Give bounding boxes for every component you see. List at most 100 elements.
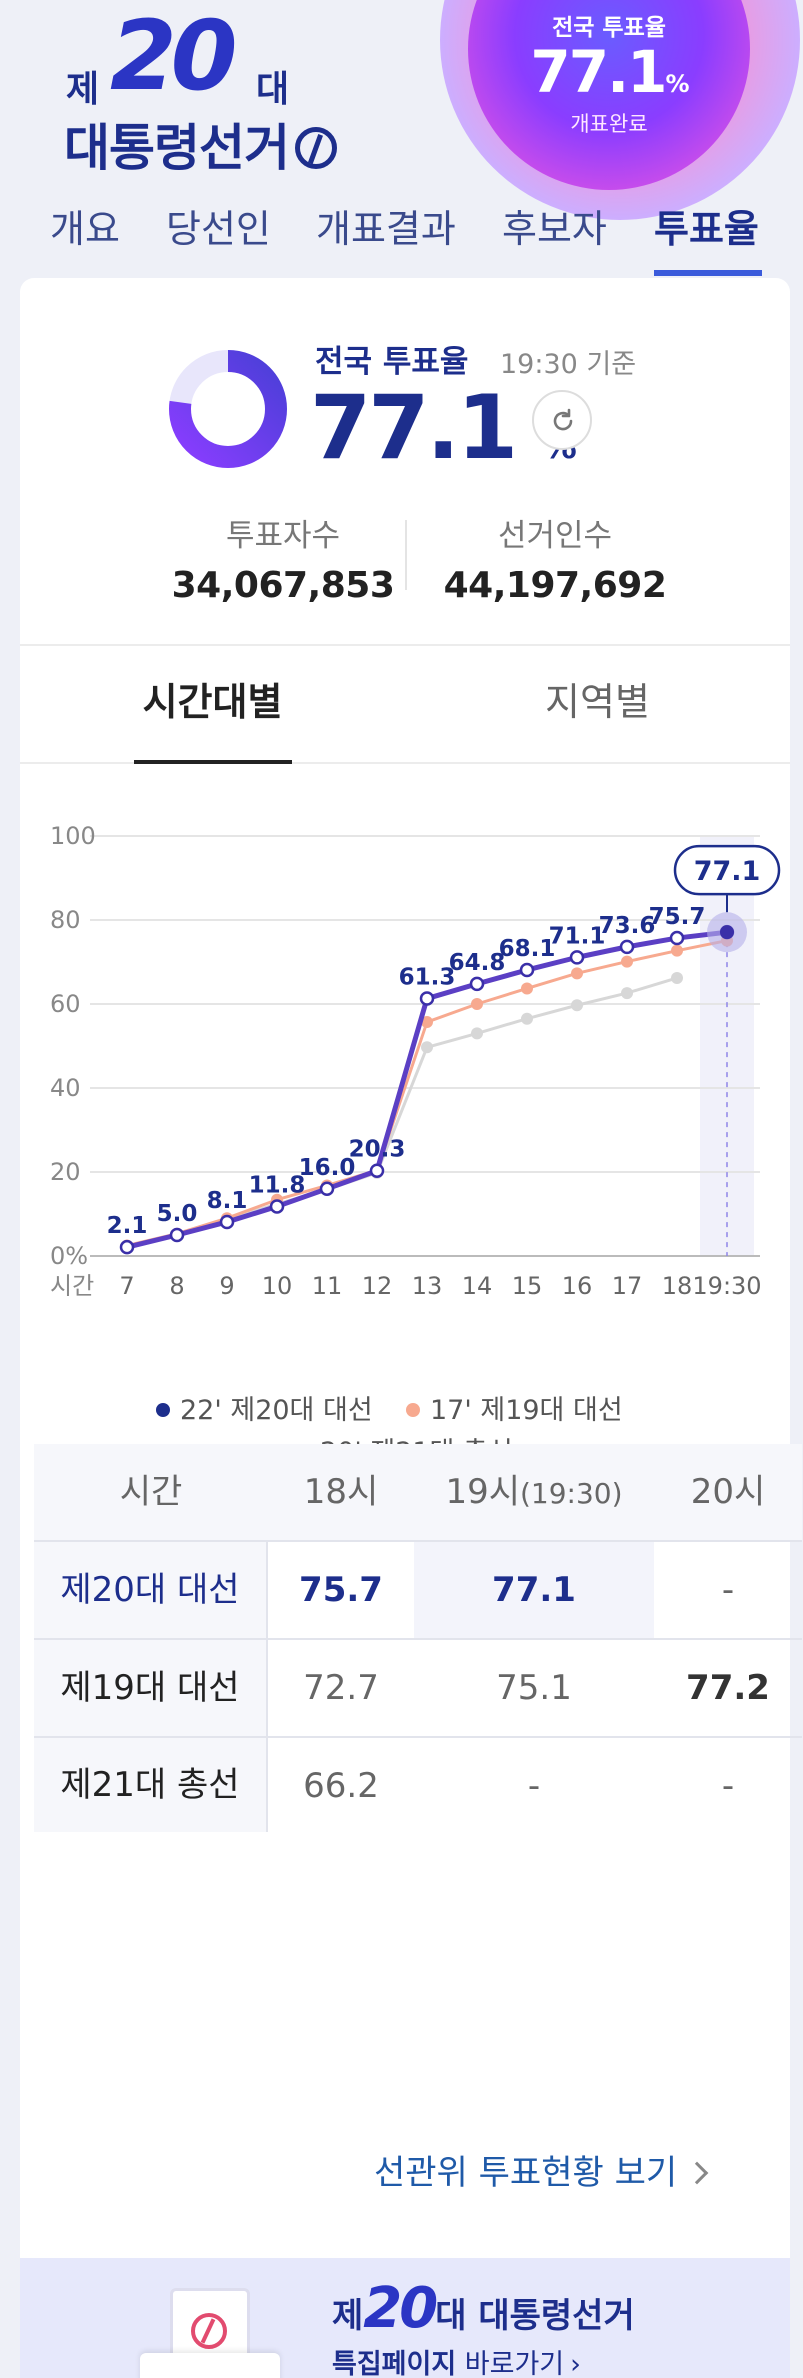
- series-2-point: [571, 999, 583, 1012]
- legend-item-20th: 22' 제20대 대선: [156, 1388, 373, 1427]
- series-1-point: [471, 998, 483, 1010]
- data-label: 75.7: [649, 904, 706, 930]
- series-0-point: [519, 962, 535, 978]
- series-0-point: [469, 976, 485, 992]
- banner-title: 제20대 대통령선거: [332, 2276, 635, 2341]
- logo-subtitle-text: 대통령선거: [64, 119, 290, 177]
- x-tick-label: 19:30: [692, 1272, 761, 1300]
- legend-label-19th: 17' 제19대 대선: [430, 1395, 623, 1426]
- tab-by-time[interactable]: 시간대별: [142, 680, 283, 724]
- table-header-19-sub: (19:30): [520, 1477, 623, 1510]
- series-0-point: [369, 1163, 385, 1178]
- turnout-table: 시간 18시 19시(19:30) 20시 제20대 대선 75.7 77.1 …: [34, 1444, 802, 1832]
- x-tick-label: 18: [662, 1272, 693, 1300]
- summary-label: 전국 투표율: [315, 344, 469, 380]
- series-0-point: [319, 1181, 335, 1197]
- tab-by-region[interactable]: 지역별: [545, 680, 650, 724]
- turnout-summary: 전국 투표율 19:30 기준 77.1 % 투표자수 34,067,853 선…: [20, 278, 790, 644]
- election-logo[interactable]: 제 20 대 대통령선거: [60, 0, 380, 177]
- series-0-point: [269, 1199, 285, 1214]
- data-label: 68.1: [499, 936, 556, 962]
- series-1-point: [571, 967, 583, 980]
- y-tick-label: 20: [50, 1158, 81, 1186]
- x-tick-label: 14: [462, 1272, 493, 1300]
- data-label: 2.1: [107, 1213, 148, 1239]
- logo-subtitle: 대통령선거: [64, 108, 337, 180]
- data-label: 5.0: [157, 1201, 198, 1227]
- chevron-right-icon: [685, 2161, 709, 2185]
- series-0-point: [669, 930, 685, 946]
- nav-overview[interactable]: 개요: [50, 207, 120, 251]
- nav-winner[interactable]: 당선인: [166, 207, 271, 251]
- electorate-label: 선거인수: [497, 518, 613, 554]
- legend-item-19th: 17' 제19대 대선: [406, 1388, 623, 1427]
- series-1-point: [521, 982, 533, 995]
- series-0-point: [169, 1227, 185, 1243]
- logo-je: 제: [66, 69, 100, 110]
- summary-number: 77.1: [310, 376, 518, 479]
- legend-dot-20th: [156, 1402, 170, 1417]
- highlight-point: [720, 925, 734, 940]
- voters-stat: 투표자수 34,067,853: [158, 510, 408, 606]
- series-1-point: [621, 955, 633, 968]
- x-tick-label: 16: [562, 1272, 593, 1300]
- series-2-point: [671, 971, 683, 984]
- nec-link-label: 선관위 투표현황 보기: [374, 2153, 678, 2193]
- logo-number: 20: [110, 0, 238, 112]
- x-tick-label: 10: [262, 1272, 293, 1300]
- ballot-stamp-icon: [191, 2313, 227, 2349]
- stat-divider: [405, 520, 407, 590]
- y-tick-label: 40: [50, 1074, 81, 1102]
- table-header-19-main: 19시: [445, 1472, 520, 1512]
- banner-subtitle-rest: 바로가기: [456, 2349, 565, 2378]
- table-cell: 72.7: [303, 1668, 379, 1708]
- badge-unit: %: [665, 70, 690, 98]
- series-0-point: [119, 1239, 135, 1255]
- series-1-point: [421, 1016, 433, 1029]
- tab-active-indicator: [134, 760, 292, 764]
- x-tick-label: 7: [119, 1272, 134, 1300]
- y-tick-label: 0%: [50, 1242, 88, 1270]
- series-0-point: [419, 991, 435, 1006]
- table-divider: [34, 1540, 802, 1542]
- legend-label-20th: 22' 제20대 대선: [180, 1395, 373, 1426]
- x-tick-label: 15: [512, 1272, 543, 1300]
- highlight-bubble: [673, 844, 781, 896]
- x-tick-label: 11: [312, 1272, 343, 1300]
- electorate-stat: 선거인수 44,197,692: [430, 510, 680, 606]
- ballot-box-icon: [140, 2353, 280, 2378]
- refresh-icon: [553, 408, 573, 431]
- refresh-button[interactable]: [532, 390, 592, 450]
- nav-results[interactable]: 개표결과: [316, 207, 456, 251]
- turnout-donut-chart: [169, 350, 287, 468]
- turnout-card: 전국 투표율 19:30 기준 77.1 % 투표자수 34,067,853 선…: [20, 278, 790, 2378]
- series-2-point: [421, 1041, 433, 1054]
- banner-title-je: 제: [332, 2296, 364, 2336]
- summary-time: 19:30 기준: [500, 349, 637, 380]
- table-header-time: 시간: [34, 1444, 268, 1540]
- data-label: 20.3: [349, 1137, 406, 1163]
- special-page-banner[interactable]: 제20대 대통령선거 특집페이지 바로가기 ›: [20, 2258, 790, 2378]
- series-1-point: [671, 944, 683, 957]
- logo-dae: 대: [256, 69, 290, 110]
- nec-turnout-link[interactable]: 선관위 투표현황 보기: [374, 2145, 709, 2194]
- legend-dot-19th: [406, 1402, 420, 1417]
- data-label: 64.8: [449, 950, 506, 976]
- table-cell: -: [527, 1766, 541, 1806]
- table-row-label-19th: 제19대 대선: [34, 1640, 268, 1736]
- series-2-point: [621, 987, 633, 1000]
- badge-status: 개표완료: [570, 112, 648, 136]
- donut-arc: [169, 350, 287, 468]
- nav-turnout[interactable]: 투표율: [654, 207, 759, 251]
- data-label: 16.0: [299, 1155, 356, 1181]
- top-nav: 개요 당선인 개표결과 후보자 투표율: [0, 190, 803, 280]
- nav-candidates[interactable]: 후보자: [502, 207, 607, 251]
- y-tick-label: 60: [50, 990, 81, 1018]
- table-row-label-20th: 제20대 대선: [34, 1542, 268, 1638]
- series-0-point: [569, 950, 585, 965]
- data-label: 61.3: [399, 965, 456, 991]
- banner-title-number: 20: [363, 2276, 438, 2341]
- banner-subtitle-bold: 특집페이지: [332, 2349, 457, 2378]
- x-axis-label: 시간: [50, 1272, 94, 1300]
- table-cell: 66.2: [303, 1766, 379, 1806]
